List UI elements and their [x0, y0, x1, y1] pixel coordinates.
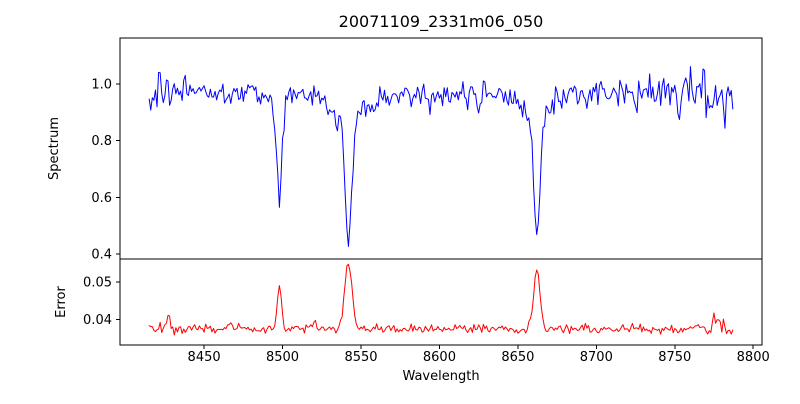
y-tick-label: 1.0: [91, 78, 112, 93]
spectrum-y-axis-label: Spectrum: [47, 117, 62, 180]
y-tick-label: 0.4: [91, 247, 112, 262]
x-tick-label: 8450: [188, 350, 221, 365]
x-tick-label: 8500: [266, 350, 299, 365]
y-tick-label: 0.8: [91, 134, 112, 149]
x-axis-label: Wavelength: [402, 369, 479, 384]
chart-title: 20071109_2331m06_050: [339, 12, 544, 32]
x-tick-label: 8600: [423, 350, 456, 365]
y-tick-label: 0.05: [83, 276, 112, 291]
axes-ticks: 8450 8500 8550 8600 8650 8700 8750 8800 0.4 0.6 0.…: [83, 78, 770, 365]
error-panel: [119, 258, 763, 346]
error-y-axis-label: Error: [54, 286, 69, 318]
x-tick-label: 8750: [658, 350, 691, 365]
x-tick-label: 8550: [344, 350, 377, 365]
y-tick-label: 0.04: [83, 313, 112, 328]
spectrum-line: [148, 66, 734, 247]
x-tick-label: 8650: [501, 350, 534, 365]
data-lines: [148, 66, 734, 336]
error-line: [148, 263, 734, 336]
x-tick-label: 8700: [580, 350, 613, 365]
x-tick-label: 8800: [737, 350, 770, 365]
y-tick-label: 0.6: [91, 191, 112, 206]
